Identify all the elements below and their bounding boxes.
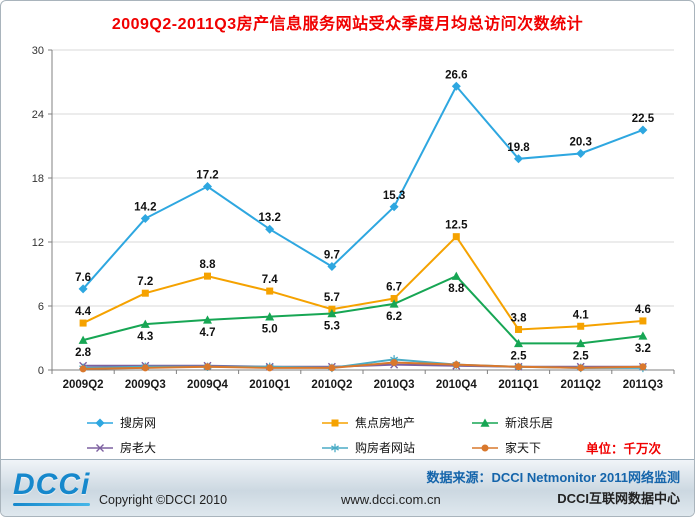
svg-text:22.5: 22.5 <box>632 113 655 125</box>
svg-text:18: 18 <box>32 173 44 185</box>
svg-text:2010Q4: 2010Q4 <box>436 379 478 391</box>
svg-text:30: 30 <box>32 45 44 57</box>
svg-text:26.6: 26.6 <box>445 69 467 81</box>
svg-text:2.5: 2.5 <box>573 350 590 362</box>
svg-text:6.7: 6.7 <box>386 282 402 294</box>
svg-text:4.6: 4.6 <box>635 304 651 316</box>
chart-legend: 搜房网 焦点房地产 新浪乐居 房老大 购房者网站 家天下 单位：千万次 <box>86 410 694 460</box>
svg-text:17.2: 17.2 <box>196 170 218 182</box>
line-chart-canvas: 0 6 12 18 24 30 2009Q2 2009Q3 2009Q4 2010Q1 2010Q2… <box>32 45 675 391</box>
svg-text:2011Q1: 2011Q1 <box>498 379 539 391</box>
svg-text:4.1: 4.1 <box>573 309 590 321</box>
svg-text:14.2: 14.2 <box>134 202 156 214</box>
legend-label: 家天下 <box>505 441 542 455</box>
svg-text:9.7: 9.7 <box>324 250 340 262</box>
svg-text:13.2: 13.2 <box>259 212 281 224</box>
legend-row-1: 搜房网 焦点房地产 新浪乐居 <box>86 410 694 435</box>
svg-text:4.3: 4.3 <box>137 331 153 343</box>
svg-text:12.5: 12.5 <box>445 220 468 232</box>
svg-text:8.8: 8.8 <box>448 283 465 295</box>
svg-text:20.3: 20.3 <box>570 136 592 148</box>
svg-text:4.7: 4.7 <box>200 327 216 339</box>
svg-text:3.2: 3.2 <box>635 343 651 355</box>
svg-text:5.3: 5.3 <box>324 320 340 332</box>
legend-item-6: 家天下 <box>471 439 586 456</box>
svg-text:2010Q1: 2010Q1 <box>249 379 291 391</box>
svg-text:7.6: 7.6 <box>75 272 91 284</box>
svg-text:12: 12 <box>32 237 44 249</box>
svg-text:6.2: 6.2 <box>386 311 402 323</box>
data-source-text: 数据来源：DCCI Netmonitor 2011网络监测 <box>426 470 680 485</box>
svg-text:2011Q3: 2011Q3 <box>623 379 663 391</box>
legend-marker-circle-icon <box>472 444 498 451</box>
legend-label: 房老大 <box>120 441 157 455</box>
svg-text:2011Q2: 2011Q2 <box>561 379 601 391</box>
svg-text:2.5: 2.5 <box>511 350 528 362</box>
website-url: www.dcci.com.cn <box>341 492 441 507</box>
svg-text:5.7: 5.7 <box>324 292 340 304</box>
svg-text:7.4: 7.4 <box>262 274 279 286</box>
legend-label: 搜房网 <box>120 416 157 430</box>
legend-marker-diamond-icon <box>87 418 113 427</box>
svg-text:2010Q3: 2010Q3 <box>374 379 415 391</box>
legend-marker-asterisk-icon <box>322 443 348 452</box>
copyright-text: Copyright ©DCCI 2010 <box>99 493 228 507</box>
svg-text:8.8: 8.8 <box>200 259 217 271</box>
chart-title: 2009Q2-2011Q3房产信息服务网站受众季度月均总访问次数统计 <box>111 16 584 33</box>
legend-label: 新浪乐居 <box>505 416 554 430</box>
svg-text:6: 6 <box>38 301 44 313</box>
svg-text:7.2: 7.2 <box>137 276 153 288</box>
svg-text:4.4: 4.4 <box>75 306 92 318</box>
legend-item-1: 搜房网 <box>86 414 321 431</box>
legend-row-2: 房老大 购房者网站 家天下 单位：千万次 <box>86 435 694 460</box>
dcci-logo: DCCi <box>13 468 90 506</box>
svg-text:24: 24 <box>32 109 44 121</box>
unit-label: 单位：千万次 <box>586 442 662 456</box>
svg-text:19.8: 19.8 <box>507 142 530 154</box>
svg-text:0: 0 <box>38 365 44 377</box>
svg-text:3.8: 3.8 <box>511 312 528 324</box>
svg-text:2009Q3: 2009Q3 <box>125 379 166 391</box>
org-name: DCCI互联网数据中心 <box>557 491 680 506</box>
legend-item-2: 焦点房地产 <box>321 414 471 431</box>
svg-text:2009Q2: 2009Q2 <box>63 379 104 391</box>
legend-label: 购房者网站 <box>355 441 416 455</box>
svg-text:5.0: 5.0 <box>262 324 278 336</box>
legend-marker-triangle-icon <box>472 418 498 427</box>
legend-item-3: 新浪乐居 <box>471 414 586 431</box>
legend-item-4: 房老大 <box>86 439 321 456</box>
footer: DCCi 数据来源：DCCI Netmonitor 2011网络监测 Copyr… <box>1 459 694 516</box>
legend-label: 焦点房地产 <box>355 416 416 430</box>
legend-marker-x-icon <box>87 443 113 452</box>
svg-text:15.3: 15.3 <box>383 190 405 202</box>
legend-marker-square-icon <box>322 419 348 426</box>
svg-text:2.8: 2.8 <box>75 347 92 359</box>
svg-text:2009Q4: 2009Q4 <box>187 379 229 391</box>
svg-text:2010Q2: 2010Q2 <box>311 379 352 391</box>
legend-item-5: 购房者网站 <box>321 439 471 456</box>
